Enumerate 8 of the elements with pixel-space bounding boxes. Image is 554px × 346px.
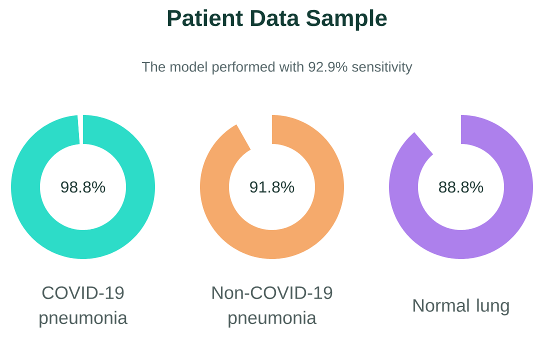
data-label: 98.8% [61, 181, 106, 193]
text: Non-COVID-19 pneumonia [212, 286, 332, 328]
data-label: 88.8% [439, 181, 484, 193]
text: COVID-19 pneumonia [40, 286, 128, 328]
data-label: 91.8% [250, 181, 294, 193]
text: Normal lung [413, 298, 509, 316]
chart-title: Patient Data Sample [168, 9, 387, 31]
chart-subtitle: The model performed with 92.9% sensitivity [142, 61, 412, 75]
